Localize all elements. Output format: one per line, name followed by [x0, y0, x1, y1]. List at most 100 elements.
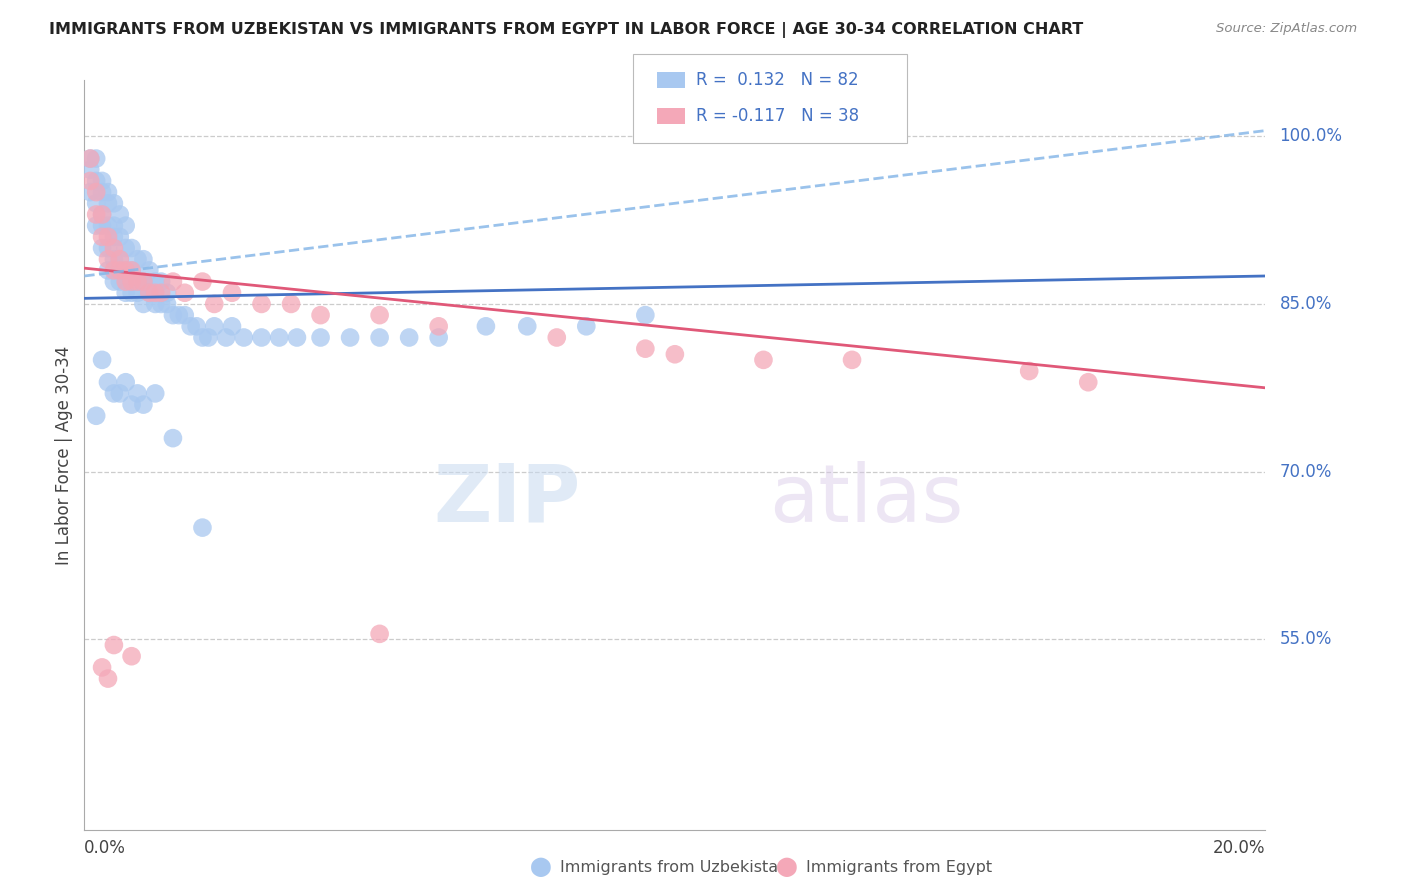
- Point: [250, 330, 273, 344]
- Text: 70.0%: 70.0%: [1279, 463, 1331, 481]
- Point: [103, 219, 125, 233]
- Point: [91, 207, 114, 221]
- Point: [103, 386, 125, 401]
- Point: [114, 376, 136, 390]
- Point: [114, 219, 136, 233]
- Text: ⬤: ⬤: [530, 857, 553, 877]
- Point: [173, 308, 195, 322]
- Point: [150, 297, 173, 311]
- Point: [97, 376, 120, 390]
- Point: [132, 275, 155, 289]
- Point: [79, 152, 101, 166]
- Point: [127, 275, 149, 289]
- Text: R = -0.117   N = 38: R = -0.117 N = 38: [696, 107, 859, 125]
- Point: [1077, 376, 1099, 390]
- Point: [108, 207, 131, 221]
- Point: [97, 672, 120, 686]
- Point: [575, 319, 598, 334]
- Point: [97, 241, 120, 255]
- Point: [1018, 364, 1040, 378]
- Text: R =  0.132   N = 82: R = 0.132 N = 82: [696, 71, 859, 89]
- Text: 0.0%: 0.0%: [84, 838, 127, 856]
- Point: [97, 230, 120, 244]
- Text: 100.0%: 100.0%: [1279, 128, 1343, 145]
- Point: [368, 627, 391, 641]
- Point: [84, 196, 107, 211]
- Point: [84, 207, 107, 221]
- Point: [138, 285, 160, 300]
- Point: [84, 409, 107, 423]
- Point: [91, 230, 114, 244]
- Point: [91, 207, 114, 221]
- Point: [285, 330, 308, 344]
- Point: [167, 308, 190, 322]
- Text: IMMIGRANTS FROM UZBEKISTAN VS IMMIGRANTS FROM EGYPT IN LABOR FORCE | AGE 30-34 C: IMMIGRANTS FROM UZBEKISTAN VS IMMIGRANTS…: [49, 22, 1084, 38]
- Point: [664, 347, 686, 361]
- Text: Immigrants from Egypt: Immigrants from Egypt: [806, 860, 991, 874]
- Text: 85.0%: 85.0%: [1279, 295, 1331, 313]
- Point: [162, 431, 184, 445]
- Point: [103, 263, 125, 277]
- Point: [368, 308, 391, 322]
- Point: [132, 398, 155, 412]
- Point: [121, 241, 143, 255]
- Point: [121, 275, 143, 289]
- Point: [97, 263, 120, 277]
- Point: [427, 330, 450, 344]
- Point: [79, 152, 101, 166]
- Point: [516, 319, 538, 334]
- Text: atlas: atlas: [769, 461, 963, 539]
- Point: [368, 330, 391, 344]
- Point: [127, 275, 149, 289]
- Point: [91, 660, 114, 674]
- Point: [97, 252, 120, 267]
- Point: [97, 196, 120, 211]
- Point: [108, 252, 131, 267]
- Point: [143, 386, 166, 401]
- Point: [121, 285, 143, 300]
- Point: [127, 252, 149, 267]
- Point: [114, 263, 136, 277]
- Point: [191, 330, 214, 344]
- Point: [339, 330, 361, 344]
- Point: [427, 319, 450, 334]
- Point: [634, 342, 657, 356]
- Point: [108, 275, 131, 289]
- Point: [114, 285, 136, 300]
- Point: [121, 263, 143, 277]
- Point: [114, 241, 136, 255]
- Point: [79, 162, 101, 177]
- Text: Immigrants from Uzbekistan: Immigrants from Uzbekistan: [560, 860, 787, 874]
- Point: [143, 285, 166, 300]
- Point: [108, 230, 131, 244]
- Point: [475, 319, 498, 334]
- Point: [132, 297, 155, 311]
- Point: [215, 330, 238, 344]
- Point: [138, 285, 160, 300]
- Point: [138, 263, 160, 277]
- Point: [91, 241, 114, 255]
- Point: [108, 386, 131, 401]
- Point: [202, 297, 225, 311]
- Text: ⬤: ⬤: [776, 857, 799, 877]
- Point: [103, 241, 125, 255]
- Point: [84, 185, 107, 199]
- Point: [127, 386, 149, 401]
- Point: [132, 252, 155, 267]
- Point: [103, 196, 125, 211]
- Point: [114, 263, 136, 277]
- Point: [221, 319, 243, 334]
- Point: [121, 398, 143, 412]
- Point: [91, 185, 114, 199]
- Point: [127, 285, 149, 300]
- Point: [162, 275, 184, 289]
- Point: [97, 185, 120, 199]
- Point: [121, 649, 143, 664]
- Point: [221, 285, 243, 300]
- Point: [634, 308, 657, 322]
- Point: [197, 330, 219, 344]
- Point: [91, 174, 114, 188]
- Point: [143, 297, 166, 311]
- Point: [398, 330, 420, 344]
- Point: [546, 330, 568, 344]
